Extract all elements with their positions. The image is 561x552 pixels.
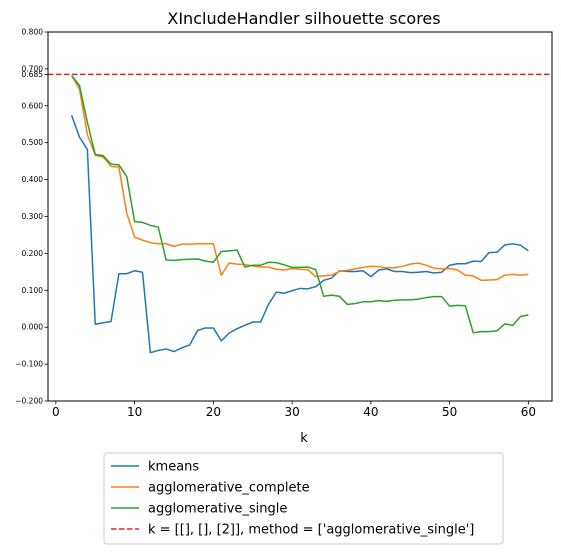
- legend-label: k = [[], [], [2]], method = ['agglomerat…: [148, 523, 474, 538]
- plot-area-frame: [47, 31, 553, 402]
- legend-label: agglomerative_single: [148, 502, 287, 517]
- plot-lines: [48, 73, 552, 354]
- x-tick-label: 20: [206, 405, 221, 419]
- y-tick-label: 0.700: [22, 64, 44, 73]
- y-tick-label: 0.685: [22, 70, 44, 79]
- y-tick-label: 0.400: [22, 175, 44, 184]
- y-tick-label: 0.100: [22, 286, 44, 295]
- x-tick-label: 60: [521, 405, 536, 419]
- y-axis: −0.200 −0.100 0.000 0.100 0.200 0.300 0.400 0.5…: [15, 28, 48, 406]
- x-tick-label: 30: [284, 405, 299, 419]
- x-tick-label: 0: [52, 405, 60, 419]
- x-axis: 0 10 20 30 40 50 60: [52, 401, 536, 419]
- y-tick-label: 0.200: [22, 249, 44, 258]
- y-tick-label: 0.800: [22, 28, 44, 37]
- legend: kmeans agglomerative_complete agglomerativ…: [103, 452, 504, 545]
- x-tick-label: 10: [127, 405, 142, 419]
- chart-title: XIncludeHandler silhouette scores: [167, 9, 440, 28]
- y-tick-label: 0.500: [22, 138, 44, 147]
- x-tick-label: 50: [442, 405, 457, 419]
- y-tick-label: 0.000: [22, 323, 44, 332]
- y-tick-label: −0.100: [15, 360, 43, 369]
- y-tick-label: −0.200: [15, 397, 43, 406]
- series-line-kmeans: [70, 115, 529, 354]
- legend-label: agglomerative_complete: [148, 481, 310, 496]
- x-tick-label: 40: [363, 405, 378, 419]
- y-tick-label: 0.300: [22, 212, 44, 221]
- series-line-agglomerative_complete: [70, 75, 529, 282]
- x-axis-label: k: [300, 431, 308, 446]
- series-line-agglomerative_single: [71, 75, 529, 334]
- legend-label: kmeans: [148, 460, 199, 475]
- y-tick-label: 0.600: [22, 101, 44, 110]
- legend-box: [103, 452, 504, 545]
